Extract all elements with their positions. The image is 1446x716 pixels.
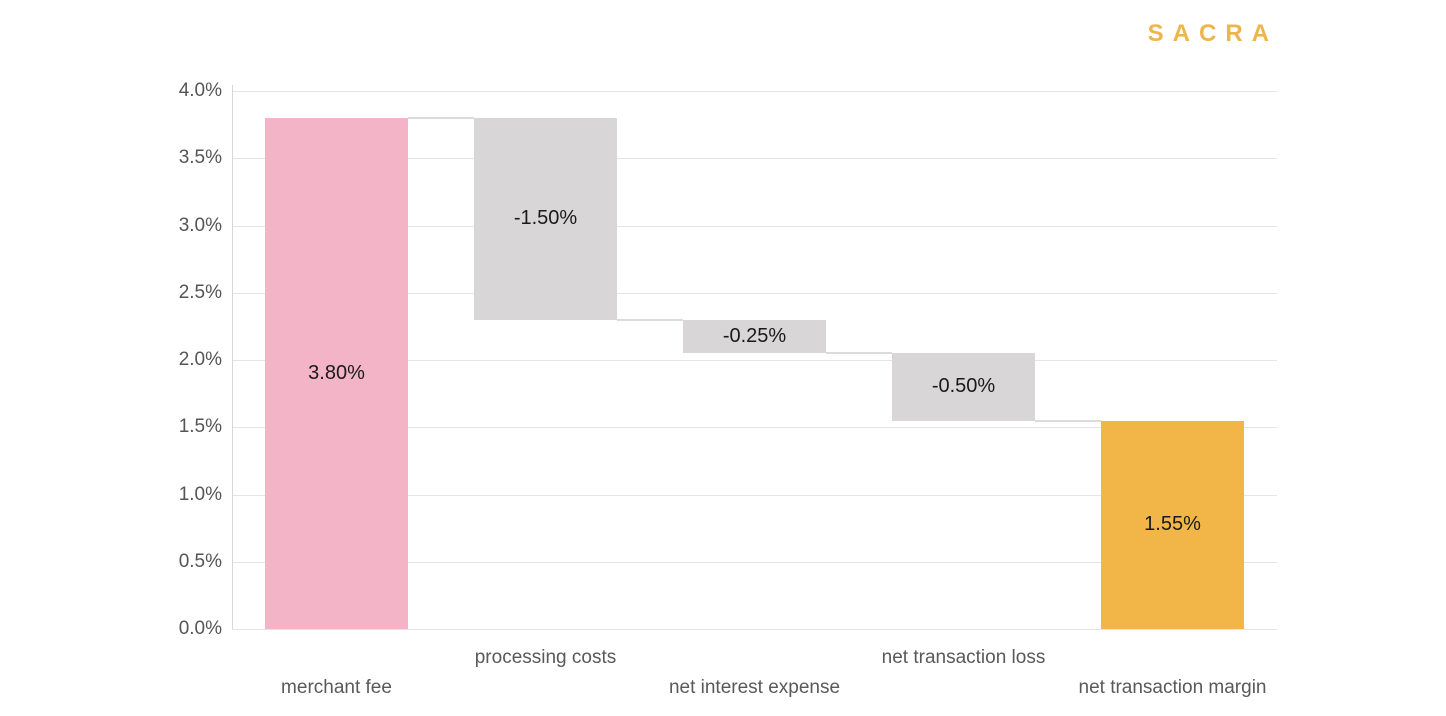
y-axis-tick-label: 3.0% xyxy=(178,214,222,236)
y-axis-tick-label: 0.0% xyxy=(178,618,222,639)
waterfall-bar-processing-costs: -1.50% xyxy=(474,117,617,320)
y-axis-line xyxy=(232,85,233,629)
x-axis-category-label: net interest expense xyxy=(668,677,841,698)
y-axis-tick-label: 3.5% xyxy=(178,147,222,169)
connector-line xyxy=(1035,419,1101,422)
gridline xyxy=(232,494,1277,496)
gridline xyxy=(232,225,1277,227)
bar-value-label: 1.55% xyxy=(1144,513,1201,536)
sacra-logo: SACRA xyxy=(1147,20,1278,47)
waterfall-bar-merchant-fee: 3.80% xyxy=(265,117,408,629)
y-axis-tick-label: 1.0% xyxy=(178,483,222,505)
bar-value-label: -0.25% xyxy=(722,324,787,347)
y-axis-tick-label: 2.0% xyxy=(178,349,222,370)
connector-line xyxy=(408,116,474,119)
bar-value-label: -1.50% xyxy=(513,207,578,230)
gridline xyxy=(232,91,1277,92)
gridline xyxy=(232,561,1277,563)
gridline xyxy=(232,427,1277,429)
waterfall-bar-net-interest-expense: -0.25% xyxy=(683,319,826,354)
bar-value-label: -0.50% xyxy=(931,375,996,398)
y-axis-tick-label: 4.0% xyxy=(178,80,222,101)
x-axis-category-label: merchant fee xyxy=(281,677,392,698)
bar-value-label: 3.80% xyxy=(308,361,365,384)
y-axis-tick-label: 0.5% xyxy=(178,550,222,572)
y-axis-tick-label: 1.5% xyxy=(178,416,222,438)
x-axis-category-label: net transaction margin xyxy=(1078,677,1267,698)
waterfall-bar-net-transaction-margin: 1.55% xyxy=(1101,420,1244,629)
gridline xyxy=(232,158,1277,160)
gridline xyxy=(232,629,1277,630)
gridline xyxy=(232,292,1277,294)
waterfall-bar-net-transaction-loss: -0.50% xyxy=(892,353,1035,421)
x-axis-category-label: processing costs xyxy=(474,647,617,668)
connector-line xyxy=(826,352,892,355)
gridline xyxy=(232,360,1277,361)
y-axis-tick-label: 2.5% xyxy=(178,281,222,303)
connector-line xyxy=(617,318,683,321)
x-axis-category-label: net transaction loss xyxy=(881,647,1046,668)
